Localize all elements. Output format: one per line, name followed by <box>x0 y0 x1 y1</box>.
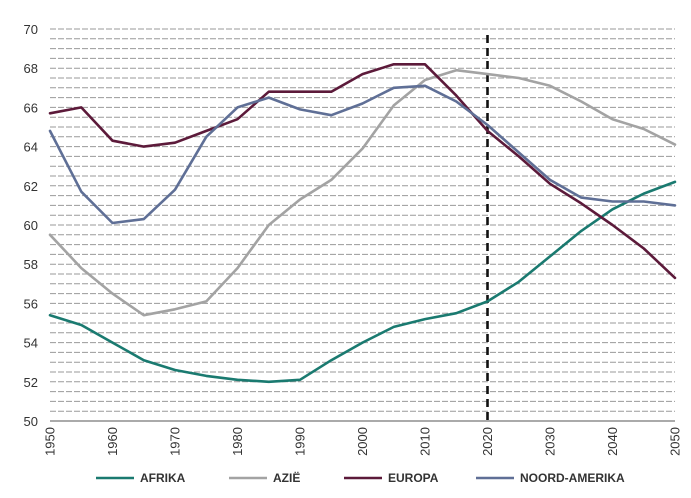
series-line-europa <box>48 63 677 280</box>
gridlines <box>50 28 675 422</box>
x-tick-label: 2020 <box>480 427 495 456</box>
series-line-noord-amerika <box>48 84 677 225</box>
legend-label: AFRIKA <box>140 471 186 485</box>
x-axis-tick-labels: 1950 1960 1970 1980 1990 2000 2010 2020 2030 2040… <box>43 427 683 456</box>
y-tick-label: 58 <box>24 257 38 272</box>
legend-label: EUROPA <box>388 471 439 485</box>
x-tick-label: 2050 <box>668 427 683 456</box>
y-tick-label: 52 <box>24 375 38 390</box>
x-tick-label: 2030 <box>543 427 558 456</box>
x-tick-label: 2010 <box>418 427 433 456</box>
x-tick-label: 1990 <box>293 427 308 456</box>
x-tick-label: 1950 <box>43 427 58 456</box>
x-tick-label: 2040 <box>605 427 620 456</box>
x-tick-label: 2000 <box>355 427 370 456</box>
x-tick-label: 1960 <box>105 427 120 456</box>
y-tick-label: 66 <box>24 100 38 115</box>
y-tick-label: 68 <box>24 61 38 76</box>
y-tick-label: 50 <box>24 414 38 429</box>
y-tick-label: 62 <box>24 179 38 194</box>
y-tick-label: 70 <box>24 22 38 37</box>
x-tick-label: 1980 <box>230 427 245 456</box>
legend-label: AZIË <box>273 470 300 485</box>
series-line-azi- <box>48 68 677 317</box>
x-tick-label: 1970 <box>168 427 183 456</box>
series-lines <box>48 63 677 384</box>
y-tick-label: 60 <box>24 218 38 233</box>
y-tick-label: 64 <box>24 140 38 155</box>
legend: AFRIKA AZIË EUROPA NOORD-AMERIKA <box>96 470 625 485</box>
y-tick-label: 54 <box>24 336 38 351</box>
y-tick-label: 56 <box>24 296 38 311</box>
y-axis-tick-labels: 50 52 54 56 58 60 62 64 66 68 70 <box>24 22 38 429</box>
series-line-afrika <box>48 180 677 384</box>
legend-label: NOORD-AMERIKA <box>520 471 625 485</box>
